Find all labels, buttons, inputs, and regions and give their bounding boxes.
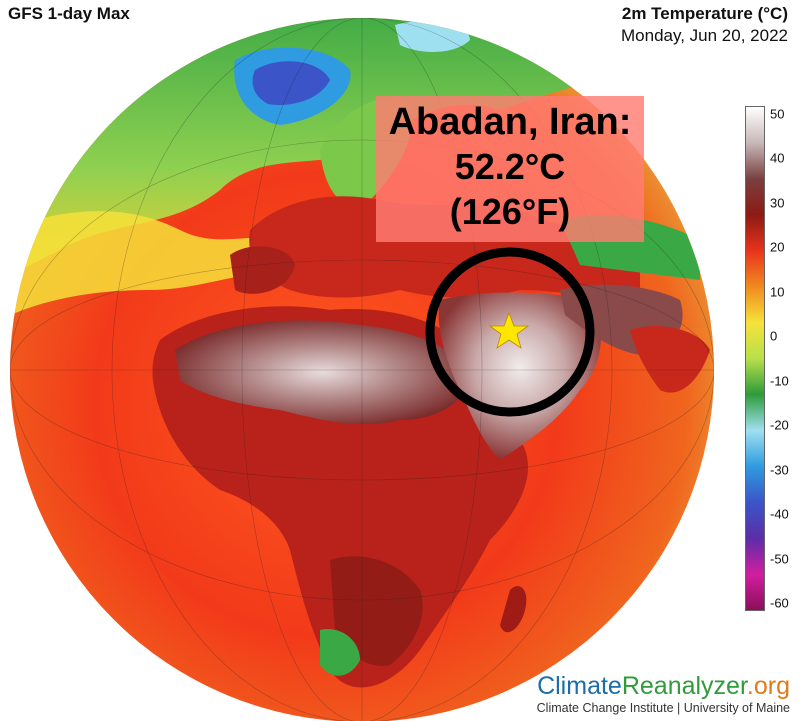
date-label: Monday, Jun 20, 2022 [621, 26, 788, 45]
atlantic-yellow-band [10, 211, 300, 320]
colorbar-tick-label: 10 [770, 284, 785, 300]
colorbar-tick-label: 40 [770, 150, 785, 166]
record-callout: Abadan, Iran: 52.2°C (126°F) [376, 96, 644, 242]
callout-location: Abadan, Iran: [388, 101, 632, 143]
colorbar-ticks: 50 40 30 20 10 0 -10 -20 -30 -40 -50 -60 [770, 106, 800, 611]
model-title: GFS 1-day Max [8, 4, 130, 23]
site-logo: ClimateReanalyzer.org [537, 672, 790, 701]
logo-part-org: .org [746, 672, 790, 700]
colorbar-tick-label: -40 [770, 506, 789, 522]
highlight-circle [425, 247, 595, 417]
star-icon [488, 311, 530, 349]
logo-part-climate: Climate [537, 672, 622, 700]
callout-celsius: 52.2°C [454, 146, 566, 187]
institution-credit: Climate Change Institute | University of… [536, 701, 790, 715]
callout-fahrenheit: (126°F) [449, 191, 571, 232]
madagascar [500, 586, 527, 633]
colorbar-tick-label: -10 [770, 373, 789, 389]
logo-part-reanalyzer: Reanalyzer [621, 672, 747, 700]
colorbar-tick-label: -60 [770, 595, 789, 611]
colorbar-tick-label: 20 [770, 239, 785, 255]
colorbar-tick-label: -50 [770, 551, 789, 567]
iberia [230, 246, 295, 294]
sahara-hot-region [175, 320, 470, 425]
south-africa-green [320, 629, 360, 676]
colorbar-tick-label: 50 [770, 106, 785, 122]
colorbar-tick-label: -20 [770, 417, 789, 433]
colorbar-tick-label: 0 [770, 328, 778, 344]
title-block: 2m Temperature (°C) Monday, Jun 20, 2022 [621, 4, 788, 46]
india [630, 326, 710, 393]
colorbar-tick-label: -30 [770, 462, 789, 478]
variable-title: 2m Temperature (°C) [621, 4, 788, 23]
colorbar-tick-label: 30 [770, 195, 785, 211]
arabian-peninsula [438, 292, 601, 460]
southern-africa [330, 556, 423, 666]
temperature-colorbar [745, 106, 765, 611]
